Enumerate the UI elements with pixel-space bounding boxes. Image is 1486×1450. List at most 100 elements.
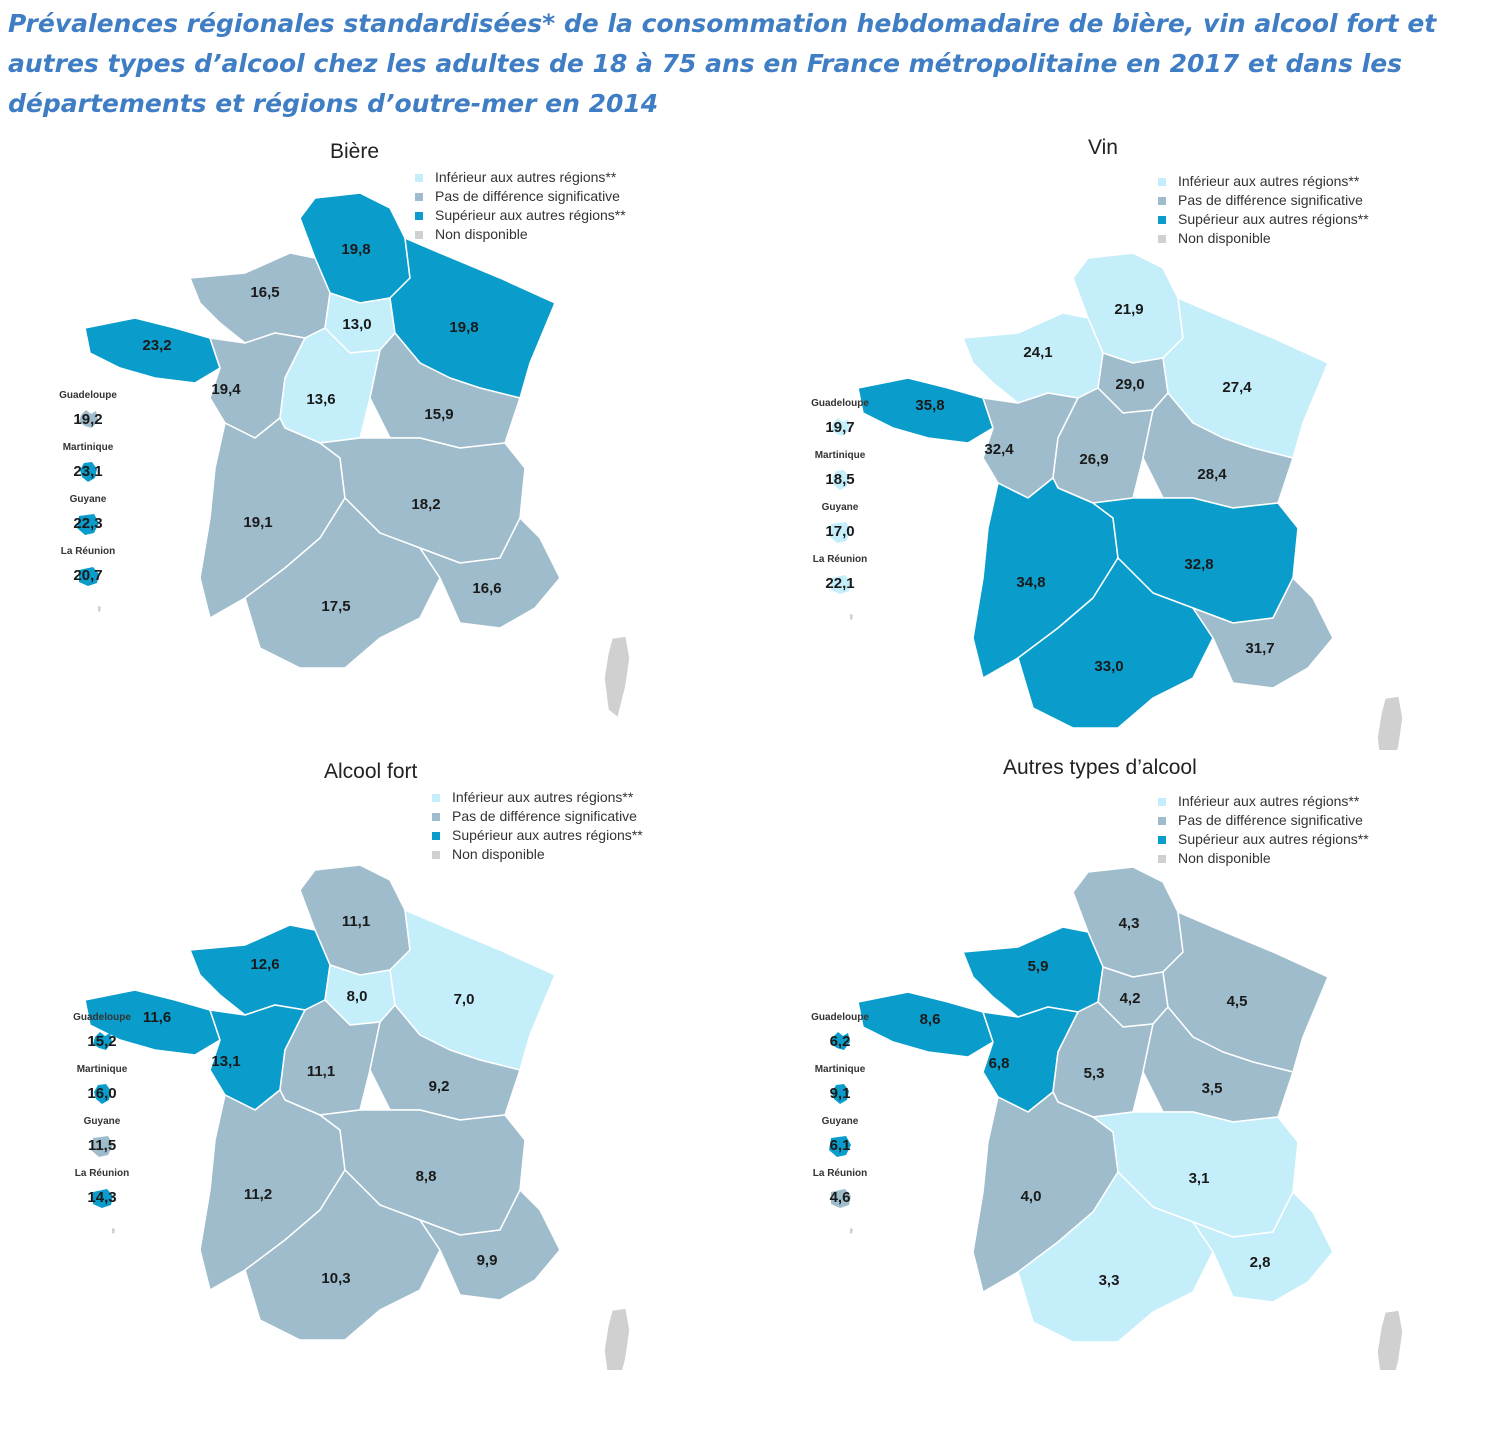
dom-name-guyane: Guyane — [822, 1116, 859, 1127]
legend-item-superior: Supérieur aux autres régions** — [432, 826, 643, 845]
dom-value-guadeloupe: 15,2 — [87, 1033, 116, 1050]
region-value-hauts-de-france: 19,8 — [341, 241, 370, 258]
region-bourgogne-franche-comte — [369, 1004, 521, 1121]
region-value-nouvelle-aquitaine: 11,2 — [244, 1186, 272, 1203]
legend-label: Non disponible — [435, 226, 528, 242]
legend-item-nodiff: Pas de différence significative — [415, 187, 626, 206]
dom-island-guyane — [829, 522, 851, 543]
legend-label: Inférieur aux autres régions** — [1178, 793, 1360, 809]
legend-swatch — [1158, 234, 1166, 243]
dom-name-martinique: Martinique — [815, 450, 866, 461]
region-value-grand-est: 19,8 — [449, 319, 478, 336]
dom-value-martinique: 9,1 — [830, 1085, 851, 1102]
legend-label: Inférieur aux autres régions** — [1178, 173, 1360, 189]
legend-label: Supérieur aux autres régions** — [452, 827, 643, 843]
dom-island-guyane — [91, 1136, 113, 1157]
region-bretagne — [857, 377, 994, 444]
region-value-pays-de-la-loire: 6,8 — [989, 1055, 1010, 1072]
dom-island-guyane — [77, 514, 99, 535]
dom-name-guadeloupe: Guadeloupe — [73, 1012, 131, 1023]
legend-item-superior: Supérieur aux autres régions** — [1158, 210, 1369, 229]
region-value-centre-val-de-loire: 5,3 — [1084, 1065, 1105, 1082]
legend-swatch — [1158, 854, 1166, 863]
legend: Inférieur aux autres régions** Pas de dif… — [1158, 172, 1369, 248]
region-value-bourgogne-franche-comte: 3,5 — [1202, 1080, 1223, 1097]
region-value-normandie: 5,9 — [1028, 958, 1049, 975]
region-value-bretagne: 23,2 — [142, 337, 171, 354]
region-value-occitanie: 10,3 — [321, 1270, 350, 1287]
legend-item-inferior: Inférieur aux autres régions** — [1158, 792, 1369, 811]
legend-swatch — [1158, 835, 1166, 844]
dom-island-guadeloupe — [831, 1032, 850, 1050]
legend-item-superior: Supérieur aux autres régions** — [1158, 830, 1369, 849]
dom-name-martinique: Martinique — [63, 442, 114, 453]
legend-item-na: Non disponible — [1158, 229, 1369, 248]
legend-label: Non disponible — [1178, 850, 1271, 866]
legend-item-inferior: Inférieur aux autres régions** — [1158, 172, 1369, 191]
dom-value-la-reunion: 22,1 — [825, 575, 854, 592]
region-value-ile-de-france: 8,0 — [347, 988, 368, 1005]
legend-item-nodiff: Pas de différence significative — [1158, 811, 1369, 830]
small-island-mark — [850, 614, 853, 620]
region-bourgogne-franche-comte — [1142, 392, 1294, 509]
legend-item-superior: Supérieur aux autres régions** — [415, 206, 626, 225]
dom-value-guyane: 6,1 — [830, 1137, 851, 1154]
dom-value-guyane: 22,3 — [73, 515, 102, 532]
region-value-bretagne: 11,6 — [143, 1009, 171, 1026]
region-value-pays-de-la-loire: 19,4 — [211, 381, 241, 398]
dom-name-martinique: Martinique — [77, 1064, 128, 1075]
figure-title: Prévalences régionales standardisées* de… — [8, 9, 1437, 118]
dom-value-guadeloupe: 19,2 — [73, 411, 102, 428]
region-bretagne — [857, 991, 994, 1058]
dom-name-la-reunion: La Réunion — [813, 554, 867, 565]
legend-swatch — [1158, 177, 1166, 186]
region-value-bourgogne-franche-comte: 9,2 — [429, 1078, 450, 1095]
region-value-occitanie: 33,0 — [1094, 658, 1123, 675]
legend-item-nodiff: Pas de différence significative — [432, 807, 643, 826]
dom-name-la-reunion: La Réunion — [813, 1168, 867, 1179]
region-value-centre-val-de-loire: 11,1 — [307, 1063, 335, 1080]
region-value-provence-alpes-cote-d-azur: 31,7 — [1245, 640, 1274, 657]
region-value-occitanie: 3,3 — [1099, 1272, 1120, 1289]
map-title: Bière — [330, 140, 380, 163]
region-provence-alpes-cote-d-azur — [1192, 1191, 1334, 1303]
legend-swatch — [432, 793, 440, 802]
region-value-normandie: 16,5 — [250, 284, 279, 301]
region-corse — [1376, 695, 1404, 750]
region-value-nouvelle-aquitaine: 19,1 — [243, 514, 272, 531]
legend-swatch — [1158, 215, 1166, 224]
dom-island-la-reunion — [831, 575, 851, 594]
region-value-hauts-de-france: 11,1 — [342, 913, 370, 930]
dom-island-la-reunion — [831, 1189, 851, 1208]
map-panel-autres: Autres types d’alcool Inférieur aux autr… — [743, 750, 1486, 1370]
legend-label: Supérieur aux autres régions** — [1178, 211, 1369, 227]
region-value-bretagne: 8,6 — [920, 1011, 941, 1028]
dom-name-guyane: Guyane — [70, 494, 107, 505]
region-corse — [603, 1307, 631, 1370]
dom-value-martinique: 18,5 — [825, 471, 854, 488]
france-map: 11,1 12,6 8,0 7,0 11,6 13,1 11,1 9,2 11,2 8,8 10,3… — [73, 864, 631, 1370]
legend-item-inferior: Inférieur aux autres régions** — [432, 788, 643, 807]
legend-swatch — [1158, 816, 1166, 825]
legend-swatch — [415, 173, 423, 182]
map-panel-alcool-fort: Alcool fort Inférieur aux autres régions… — [0, 750, 743, 1370]
region-value-hauts-de-france: 4,3 — [1119, 915, 1140, 932]
small-island-mark — [850, 1228, 853, 1234]
region-value-nouvelle-aquitaine: 4,0 — [1021, 1188, 1042, 1205]
legend-item-na: Non disponible — [1158, 849, 1369, 868]
legend-item-inferior: Inférieur aux autres régions** — [415, 168, 626, 187]
region-value-provence-alpes-cote-d-azur: 16,6 — [472, 580, 501, 597]
dom-value-martinique: 23,1 — [73, 463, 102, 480]
dom-island-la-reunion — [79, 567, 99, 586]
small-island-mark — [98, 606, 101, 612]
dom-value-guadeloupe: 6,2 — [830, 1033, 851, 1050]
legend-label: Supérieur aux autres régions** — [435, 207, 626, 223]
legend: Inférieur aux autres régions** Pas de dif… — [1158, 792, 1369, 868]
legend: Inférieur aux autres régions** Pas de dif… — [432, 788, 643, 864]
dom-name-guyane: Guyane — [84, 1116, 121, 1127]
legend-label: Pas de différence significative — [1178, 192, 1363, 208]
legend-label: Pas de différence significative — [1178, 812, 1363, 828]
region-value-grand-est: 27,4 — [1222, 379, 1252, 396]
dom-island-guadeloupe — [831, 418, 850, 436]
map-title: Vin — [1088, 136, 1118, 159]
